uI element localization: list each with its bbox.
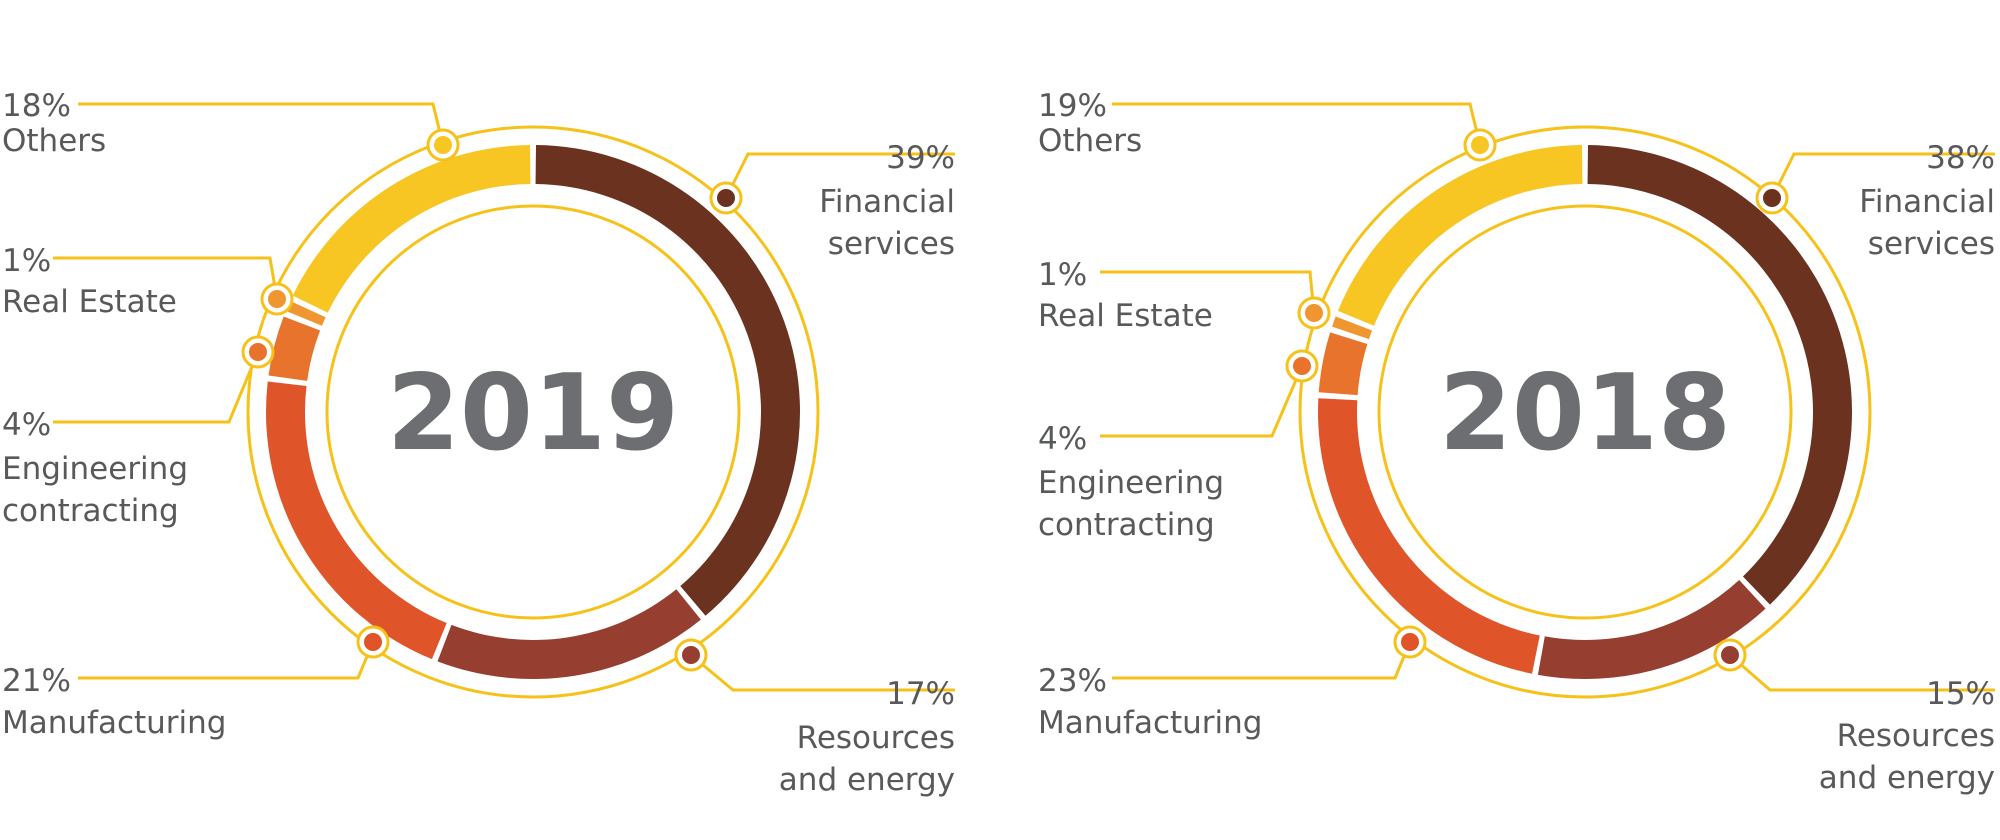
marker-dot — [1721, 646, 1739, 664]
leader-line — [1112, 641, 1412, 680]
slice-engineering-contracting — [268, 316, 321, 381]
marker-dot — [1305, 304, 1323, 322]
callout-real-estate: 1% Real Estate — [2, 243, 294, 320]
slice-value-label: 4% — [1038, 421, 1087, 457]
callout-financial-services: 38% Financial services — [1755, 140, 1995, 262]
slice-category-label: Financial — [1859, 184, 1995, 220]
marker-dot — [268, 290, 286, 308]
slice-category-label: Real Estate — [1038, 298, 1213, 334]
slice-value-label: 19% — [1038, 88, 1107, 124]
slice-value-label: 1% — [1038, 257, 1087, 293]
marker-dot — [1471, 136, 1489, 154]
donut-chart-2018: 2018 38% Financial services 15% Resources and … — [1038, 88, 1995, 796]
callout-resources-and-energy: 15% Resources and energy — [1713, 638, 1995, 796]
leader-line — [53, 351, 260, 424]
slice-value-label: 18% — [2, 88, 71, 124]
leader-line — [690, 653, 955, 692]
slice-category-label: Engineering — [1038, 465, 1224, 501]
leader-line — [78, 641, 375, 680]
slice-category-label: contracting — [2, 493, 179, 529]
slice-category-label: Real Estate — [2, 284, 177, 320]
callout-manufacturing: 23% Manufacturing — [1038, 625, 1427, 741]
slice-category-label: Others — [1038, 123, 1142, 159]
slice-value-label: 4% — [2, 407, 51, 443]
donut-chart-2019: 2019 39% Financial services 17% Resources and … — [2, 88, 955, 798]
slice-engineering-contracting — [1318, 332, 1368, 396]
callout-engineering-contracting: 4% Engineering contracting — [2, 335, 275, 529]
callout-real-estate: 1% Real Estate — [1038, 257, 1331, 334]
slice-category-label: Engineering — [2, 451, 188, 487]
slice-others — [1337, 145, 1583, 326]
slice-category-label: Others — [2, 123, 106, 159]
slice-financial-services — [535, 145, 800, 616]
slice-category-label: contracting — [1038, 507, 1215, 543]
slice-value-label: 15% — [1926, 676, 1995, 712]
marker-dot — [249, 343, 267, 361]
leader-line — [1729, 653, 1995, 692]
slice-value-label: 1% — [2, 243, 51, 279]
callout-resources-and-energy: 17% Resources and energy — [674, 638, 955, 798]
slice-value-label: 17% — [886, 676, 955, 712]
slice-category-label: Resources — [1837, 718, 1995, 754]
leader-line — [1112, 102, 1482, 146]
slice-value-label: 39% — [886, 140, 955, 176]
slice-category-label: services — [828, 226, 955, 262]
slice-real-estate — [1332, 316, 1373, 340]
marker-dot — [1293, 357, 1311, 375]
marker-dot — [1763, 189, 1781, 207]
callout-engineering-contracting: 4% Engineering contracting — [1038, 349, 1319, 543]
slice-manufacturing — [265, 381, 447, 660]
callout-others: 19%Others — [1038, 88, 1497, 162]
chart-title: 2019 — [387, 352, 679, 474]
callout-manufacturing: 21% Manufacturing — [2, 625, 390, 741]
leader-line — [1100, 365, 1304, 438]
slice-others — [292, 145, 531, 313]
slice-value-label: 38% — [1926, 140, 1995, 176]
outer-guide-ring — [246, 125, 820, 699]
slice-resources-and-energy — [437, 589, 701, 679]
slice-category-label: and energy — [779, 762, 955, 798]
slice-category-label: Manufacturing — [2, 705, 226, 741]
callout-financial-services: 39% Financial services — [709, 140, 955, 262]
callout-others: 18%Others — [2, 88, 460, 162]
slice-financial-services — [1587, 145, 1853, 605]
marker-dot — [717, 189, 735, 207]
inner-guide-ring — [1377, 204, 1793, 620]
marker-dot — [434, 136, 452, 154]
slice-value-label: 21% — [2, 663, 71, 699]
inner-guide-ring — [325, 204, 741, 620]
slice-category-label: and energy — [1819, 760, 1995, 796]
outer-guide-ring — [1298, 125, 1872, 699]
leader-line — [78, 102, 445, 146]
slice-category-label: services — [1868, 226, 1995, 262]
marker-dot — [1401, 633, 1419, 651]
chart-title: 2018 — [1439, 352, 1731, 474]
marker-dot — [364, 633, 382, 651]
slice-real-estate — [285, 301, 326, 326]
slice-category-label: Financial — [819, 184, 955, 220]
slice-category-label: Resources — [797, 720, 955, 756]
marker-dot — [682, 646, 700, 664]
slice-value-label: 23% — [1038, 663, 1107, 699]
slice-manufacturing — [1318, 398, 1540, 674]
slice-resources-and-energy — [1537, 579, 1766, 680]
slice-category-label: Manufacturing — [1038, 705, 1262, 741]
